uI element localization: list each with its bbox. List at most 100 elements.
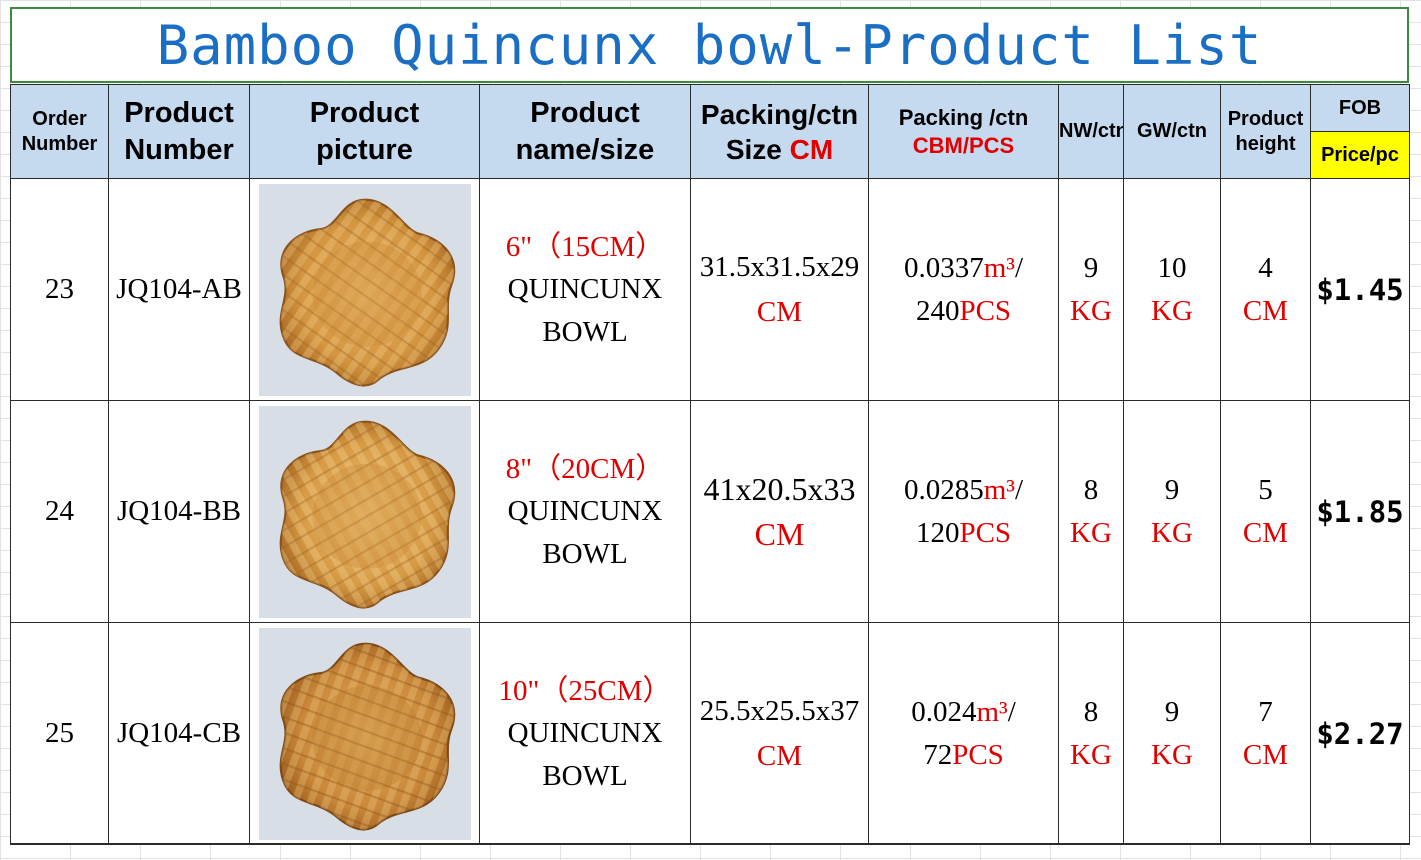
height-cell[interactable]: 4 CM	[1220, 178, 1311, 401]
header-product-name-line2: name/size	[515, 133, 655, 166]
height-unit: CM	[1242, 516, 1289, 549]
bamboo-quincunx-bowl-icon	[279, 642, 455, 831]
cbm-value: 0.0337	[903, 252, 984, 285]
product-name-line: QUINCUNX	[507, 273, 663, 306]
header-row: Order Number Product Number Product pict…	[10, 84, 1410, 179]
header-packing-cbm[interactable]: Packing /ctn CBM/PCS	[868, 84, 1059, 179]
product-picture-cell[interactable]	[249, 400, 480, 623]
pcs-line: 72PCS	[870, 734, 1058, 776]
order-number-cell[interactable]: 25	[10, 622, 109, 845]
product-number-cell[interactable]: JQ104-CB	[108, 622, 250, 845]
nw-cell[interactable]: 8 KG	[1058, 400, 1124, 623]
product-name-cell[interactable]: 6"（15CM） QUINCUNX BOWL	[479, 178, 691, 401]
height-unit: CM	[1242, 294, 1289, 327]
product-name-cell[interactable]: 10"（25CM） QUINCUNX BOWL	[479, 622, 691, 845]
packing-unit: CM	[754, 515, 805, 552]
height-unit: CM	[1242, 738, 1289, 771]
packing-cbm-cell[interactable]: 0.0285m³/ 120PCS	[868, 400, 1059, 623]
cbm-line: 0.0285m³/	[870, 469, 1058, 511]
header-packing-size[interactable]: Packing/ctn Size CM	[690, 84, 869, 179]
header-product-name-size[interactable]: Product name/size	[479, 84, 691, 179]
header-height-line2: height	[1235, 132, 1296, 155]
product-size: 6"（15CM）	[505, 231, 665, 264]
packing-size-cell[interactable]: 31.5x31.5x29 CM	[690, 178, 869, 401]
product-size: 8"（20CM）	[505, 453, 665, 486]
gw-cell[interactable]: 9 KG	[1123, 622, 1221, 845]
header-fob-price[interactable]: FOB Price/pc	[1310, 84, 1410, 179]
packing-size-cell[interactable]: 41x20.5x33 CM	[690, 400, 869, 623]
header-packing-cbm-line1: Packing /ctn	[898, 105, 1029, 130]
header-product-height[interactable]: Product height	[1220, 84, 1311, 179]
cbm-unit: m³	[983, 474, 1015, 507]
gw-unit: KG	[1151, 516, 1193, 549]
order-number-cell[interactable]: 24	[10, 400, 109, 623]
bamboo-quincunx-bowl-icon	[279, 198, 455, 387]
header-order-number[interactable]: Order Number	[10, 84, 109, 179]
header-fob: FOB	[1311, 85, 1409, 132]
order-number-cell[interactable]: 23	[10, 178, 109, 401]
height-value: 5	[1258, 474, 1273, 507]
product-name-cell[interactable]: 8"（20CM） QUINCUNX BOWL	[479, 400, 691, 623]
header-order-line2: Number	[21, 132, 98, 155]
nw-cell[interactable]: 9 KG	[1058, 178, 1124, 401]
pcs-unit: PCS	[959, 294, 1012, 327]
height-cell[interactable]: 5 CM	[1220, 400, 1311, 623]
price-cell[interactable]: $1.45	[1310, 178, 1410, 401]
gw-unit: KG	[1151, 738, 1193, 771]
title-banner: Bamboo Quincunx bowl-Product List	[10, 7, 1409, 83]
cbm-value: 0.024	[911, 696, 977, 729]
product-name-line: BOWL	[542, 759, 628, 792]
header-price-per-pc: Price/pc	[1311, 132, 1409, 178]
header-gw[interactable]: GW/ctn	[1123, 84, 1221, 179]
nw-value: 8	[1083, 696, 1099, 729]
product-size: 10"（25CM）	[498, 675, 672, 708]
height-cell[interactable]: 7 CM	[1220, 622, 1311, 845]
pcs-line: 240PCS	[870, 290, 1058, 332]
header-height-line1: Product	[1227, 107, 1304, 130]
bamboo-bowl-image	[258, 183, 471, 396]
product-name-line: BOWL	[542, 315, 628, 348]
gw-cell[interactable]: 10 KG	[1123, 178, 1221, 401]
packing-size-cell[interactable]: 25.5x25.5x37 CM	[690, 622, 869, 845]
header-product-picture-line1: Product	[309, 97, 420, 130]
packing-unit: CM	[756, 739, 803, 772]
nw-unit: KG	[1070, 738, 1112, 771]
gw-cell[interactable]: 9 KG	[1123, 400, 1221, 623]
product-name-line: QUINCUNX	[507, 495, 663, 528]
pcs-line: 120PCS	[870, 512, 1058, 554]
product-number-cell[interactable]: JQ104-AB	[108, 178, 250, 401]
packing-dimensions: 41x20.5x33	[703, 470, 856, 507]
header-product-picture[interactable]: Product picture	[249, 84, 480, 179]
cbm-unit: m³	[976, 696, 1008, 729]
product-name-line: QUINCUNX	[507, 717, 663, 750]
packing-cbm-cell[interactable]: 0.0337m³/ 240PCS	[868, 178, 1059, 401]
packing-cbm-cell[interactable]: 0.024m³/ 72PCS	[868, 622, 1059, 845]
header-packing-cbm-line2: CBM/PCS	[912, 132, 1015, 158]
nw-value: 8	[1083, 474, 1099, 507]
header-product-number[interactable]: Product Number	[108, 84, 250, 179]
table-row: 25 JQ104-CB	[10, 622, 1410, 845]
cbm-slash: /	[1007, 696, 1016, 729]
price-cell[interactable]: $2.27	[1310, 622, 1410, 845]
pcs-value: 120	[915, 516, 960, 549]
product-table: Order Number Product Number Product pict…	[10, 84, 1410, 845]
table-bottom-border	[10, 843, 1409, 845]
pcs-value: 240	[915, 294, 960, 327]
bamboo-bowl-image	[258, 405, 471, 618]
cbm-unit: m³	[983, 252, 1015, 285]
cbm-line: 0.0337m³/	[870, 247, 1058, 289]
product-name-line: BOWL	[542, 537, 628, 570]
header-nw[interactable]: NW/ctn	[1058, 84, 1124, 179]
product-picture-cell[interactable]	[249, 178, 480, 401]
header-packing-size-unit: CM	[789, 133, 834, 165]
product-number-cell[interactable]: JQ104-BB	[108, 400, 250, 623]
header-product-name-line1: Product	[530, 97, 640, 130]
packing-unit: CM	[756, 295, 803, 328]
price-cell[interactable]: $1.85	[1310, 400, 1410, 623]
nw-cell[interactable]: 8 KG	[1058, 622, 1124, 845]
header-product-number-line2: Number	[124, 133, 234, 166]
pcs-value: 72	[923, 738, 953, 771]
product-picture-cell[interactable]	[249, 622, 480, 845]
height-value: 7	[1258, 696, 1273, 729]
pcs-unit: PCS	[959, 516, 1012, 549]
